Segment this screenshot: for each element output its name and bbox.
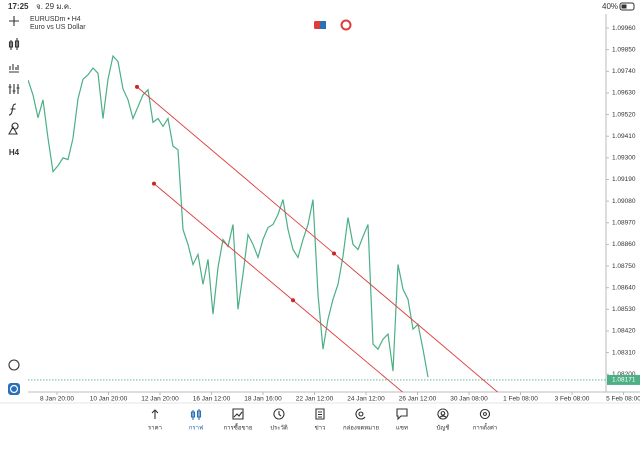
status-battery: 40% [602, 2, 618, 11]
search-icon[interactable] [8, 359, 20, 371]
x-tick-label: 16 Jan 12:00 [193, 396, 231, 403]
chart-title: EURUSDm • H4 [30, 16, 81, 23]
nav-icon-chart[interactable] [190, 409, 202, 420]
y-tick-label: 1.09300 [612, 155, 636, 162]
plot-area [28, 54, 499, 392]
trendline-handle [332, 251, 336, 256]
chart-type-icon[interactable] [8, 38, 20, 50]
nav-label[interactable]: ข่าว [315, 425, 326, 432]
x-tick-label: 22 Jan 12:00 [296, 396, 334, 403]
y-tick-label: 1.09960 [612, 25, 636, 32]
nav-label[interactable]: กล่องจดหมาย [343, 425, 379, 432]
battery-icon [619, 2, 635, 11]
nav-label[interactable]: กราฟ [189, 425, 203, 432]
one-click-toggle[interactable] [340, 19, 352, 31]
battery-level [621, 4, 627, 9]
y-tick-label: 1.09740 [612, 68, 636, 75]
y-tick-label: 1.08530 [612, 306, 636, 313]
y-tick-label: 1.08750 [612, 263, 636, 270]
status-time: 17:25 [8, 2, 29, 11]
x-tick-label: 12 Jan 20:00 [141, 396, 179, 403]
y-tick-label: 1.09410 [612, 133, 636, 140]
trendline-handle [291, 298, 295, 303]
status-date: จ. 29 ม.ค. [36, 2, 71, 11]
left-toolbar [8, 16, 20, 371]
y-tick-label: 1.08860 [612, 241, 636, 248]
trendline-handle [152, 181, 156, 186]
y-tick-label: 1.09080 [612, 198, 636, 205]
y-tick-label: 1.09630 [612, 90, 636, 97]
volume-icon[interactable] [9, 64, 19, 73]
nav-icon-mailbox[interactable] [355, 408, 366, 420]
x-tick-label: 1 Feb 08:00 [503, 396, 538, 403]
nav-label[interactable]: ประวัติ [270, 425, 288, 432]
app-logo-mark [9, 384, 19, 394]
x-tick-label: 3 Feb 08:00 [555, 396, 590, 403]
x-tick-label: 10 Jan 20:00 [90, 396, 128, 403]
y-tick-label: 1.08970 [612, 219, 636, 226]
nav-label[interactable]: บัญชี [437, 424, 450, 432]
current-price-tag [607, 374, 640, 385]
crosshair-icon[interactable] [9, 16, 19, 26]
y-tick-label: 1.09190 [612, 176, 636, 183]
y-tick-label: 1.08200 [612, 371, 636, 378]
nav-icon-settings[interactable] [479, 408, 490, 420]
trade-button-half [320, 21, 326, 29]
y-tick-label: 1.09850 [612, 46, 636, 53]
y-tick-label: 1.08310 [612, 349, 636, 356]
nav-icon-quotes[interactable] [151, 409, 159, 419]
x-tick-label: 24 Jan 12:00 [347, 396, 385, 403]
timeframe-button[interactable]: H4 [9, 148, 20, 157]
nav-label[interactable]: ราคา [148, 425, 162, 432]
nav-icons [151, 408, 490, 421]
indicators-icon[interactable] [8, 84, 20, 94]
nav-label[interactable]: แชท [396, 425, 408, 432]
nav-icon-chat[interactable] [396, 408, 408, 421]
trendline-handle [135, 84, 139, 89]
y-tick-label: 1.08420 [612, 328, 636, 335]
nav-icon-trade[interactable] [232, 408, 244, 420]
function-icon[interactable] [8, 103, 17, 116]
x-tick-label: 26 Jan 12:00 [399, 396, 437, 403]
x-tick-label: 30 Jan 08:00 [450, 396, 488, 403]
x-tick-label: 18 Jan 16:00 [244, 396, 282, 403]
y-tick-label: 1.08640 [612, 284, 636, 291]
nav-icon-news[interactable] [315, 408, 325, 420]
nav-icon-history[interactable] [273, 408, 285, 420]
nav-icon-account[interactable] [437, 408, 449, 420]
price-line [28, 54, 429, 378]
chart-subtitle: Euro vs US Dollar [30, 24, 86, 31]
nav-label[interactable]: การตั้งค่า [473, 422, 497, 432]
y-tick-label: 1.09520 [612, 111, 636, 118]
nav-label[interactable]: การซื้อขาย [224, 422, 253, 432]
objects-icon[interactable] [8, 122, 19, 135]
app-logo[interactable] [8, 383, 20, 395]
x-tick-label: 5 Feb 08:00 [606, 396, 640, 403]
x-tick-label: 8 Jan 20:00 [40, 396, 74, 403]
current-price-label: 1.08171 [612, 377, 636, 384]
